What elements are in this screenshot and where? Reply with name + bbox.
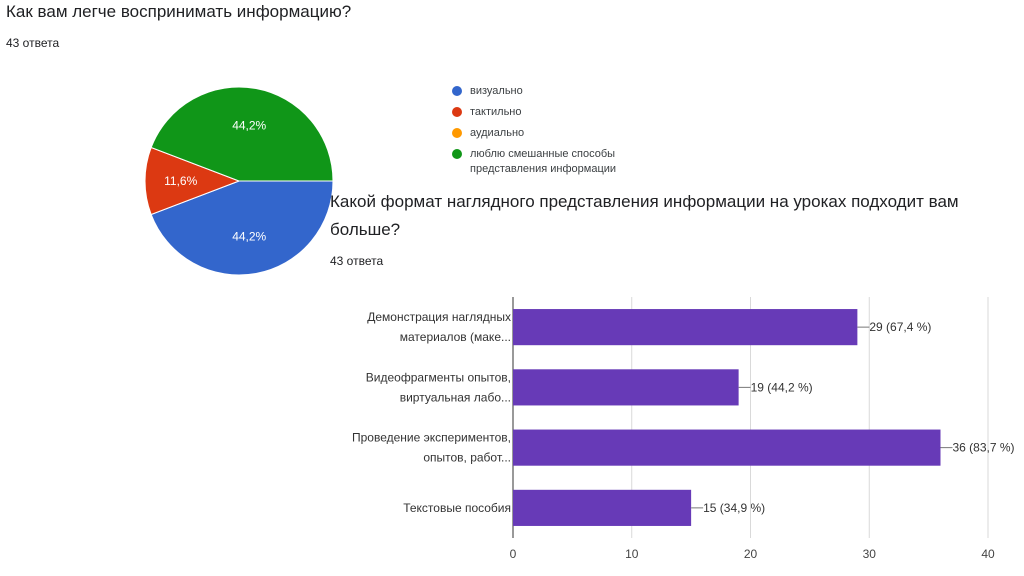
category-label-2: Проведение экспериментов, опытов, работ..…	[352, 431, 511, 465]
pie-slice-label-1: 11,6%	[164, 174, 197, 188]
legend-swatch-0	[452, 86, 462, 96]
x-tick-label-3: 30	[863, 547, 877, 561]
x-tick-label-4: 40	[981, 547, 995, 561]
question-2-response-count: 43 ответа	[330, 254, 384, 268]
bar-value-label-2: 36 (83,7 %)	[953, 441, 1015, 455]
legend-swatch-1	[452, 107, 462, 117]
pie-slice-label-0: 44,2%	[232, 229, 266, 243]
bar-1	[513, 369, 739, 406]
bar-0	[513, 309, 858, 346]
legend-label-2: аудиально	[470, 127, 525, 139]
x-tick-label-2: 20	[744, 547, 758, 561]
bar-value-label-0: 29 (67,4 %)	[869, 320, 931, 334]
pie-slice-label-3: 44,2%	[232, 119, 266, 133]
pie-slice-0	[150, 180, 334, 276]
question-1-title: Как вам легче воспринимать информацию?	[6, 2, 352, 21]
question-1-response-count: 43 ответа	[6, 36, 60, 50]
category-label-3: Текстовые пособия	[403, 501, 511, 515]
pie-slice-3	[150, 86, 334, 182]
legend-item-2: аудиально	[452, 126, 650, 141]
x-tick-label-0: 0	[510, 547, 517, 561]
pie-slice-1	[144, 146, 241, 216]
legend-item-3: люблю смешанные способы представления ин…	[452, 147, 650, 177]
bar-value-label-3: 15 (34,9 %)	[703, 501, 765, 515]
category-label-1: Видеофрагменты опытов, виртуальная лабо..…	[366, 370, 511, 404]
question-2-title: Какой формат наглядного представления ин…	[330, 192, 959, 239]
pie-legend: визуально тактильно аудиально люблю смешанн…	[452, 84, 650, 183]
bar-value-label-1: 19 (44,2 %)	[751, 380, 813, 394]
bar-2	[513, 429, 941, 466]
legend-item-0: визуально	[452, 84, 650, 99]
bar-3	[513, 489, 692, 526]
legend-item-1: тактильно	[452, 105, 650, 120]
legend-label-1: тактильно	[470, 106, 522, 118]
category-label-0: Демонстрация наглядных материалов (маке..…	[367, 310, 511, 344]
x-tick-label-1: 10	[625, 547, 639, 561]
legend-label-0: визуально	[470, 85, 523, 97]
legend-swatch-2	[452, 128, 462, 138]
legend-swatch-3	[452, 149, 462, 159]
legend-label-3: люблю смешанные способы представления ин…	[470, 148, 617, 175]
